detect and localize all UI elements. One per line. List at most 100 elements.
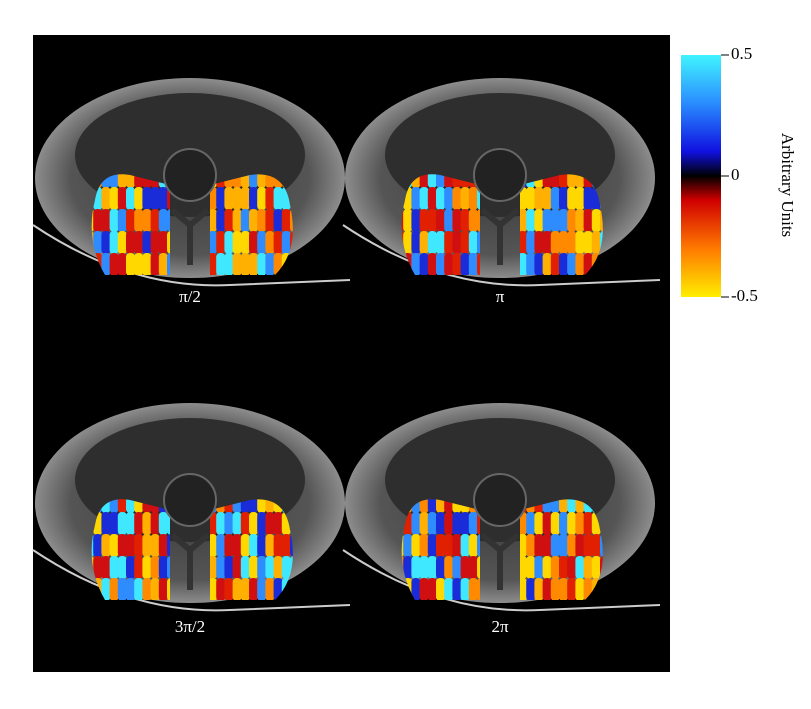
stripe [101, 187, 111, 210]
stripe [542, 578, 552, 600]
stripe [101, 512, 111, 535]
stripe [150, 578, 160, 600]
stripe [232, 556, 242, 579]
stripe [150, 556, 160, 579]
stripe [273, 534, 283, 557]
stripe [101, 253, 111, 275]
stripe [117, 187, 127, 210]
stripe [452, 578, 462, 600]
stripe [452, 187, 462, 210]
stripe [249, 174, 258, 188]
stripe [109, 209, 119, 232]
stripe [134, 209, 144, 232]
stripe [427, 499, 437, 513]
stripe [575, 231, 585, 254]
stripe [257, 512, 267, 535]
stripe [249, 534, 258, 557]
stripe [526, 231, 536, 254]
stripe [403, 556, 413, 579]
stripe [452, 253, 462, 275]
stripe [134, 578, 144, 600]
stripe [281, 534, 291, 557]
stripe [550, 556, 560, 579]
stripe [591, 209, 601, 232]
stripe [419, 209, 429, 232]
stripe [126, 187, 135, 210]
stripe [518, 253, 527, 275]
stripe [158, 231, 168, 254]
stripe [240, 556, 250, 579]
stripe [468, 578, 478, 600]
stripe [142, 231, 152, 254]
stripe [542, 534, 552, 557]
stripe [559, 187, 568, 210]
stripe [257, 209, 267, 232]
stripe [419, 556, 429, 579]
colorbar-tick-label: -0.5 [731, 286, 758, 305]
stripe [208, 209, 217, 232]
stripe [232, 534, 242, 557]
stripe [419, 578, 429, 600]
stripe [117, 174, 127, 188]
stripe [249, 209, 258, 232]
stripe [158, 556, 168, 579]
stripe [109, 556, 119, 579]
stripe [403, 534, 413, 557]
stripe [216, 253, 226, 275]
stripe [265, 187, 275, 210]
stripe [567, 578, 577, 600]
spinal-process [480, 532, 520, 590]
stripe [109, 534, 119, 557]
stripe [150, 512, 160, 535]
panel-label: 2π [491, 617, 509, 636]
stripe [526, 534, 536, 557]
stripe [117, 578, 127, 600]
stripe [583, 231, 593, 254]
stripe [419, 499, 429, 513]
stripe [534, 512, 544, 535]
stripe [134, 231, 144, 254]
stripe [419, 187, 429, 210]
stripe [550, 253, 560, 275]
stripe [257, 578, 267, 600]
stripe [142, 253, 152, 275]
stripe [109, 578, 119, 600]
stripe [452, 512, 462, 535]
stripe [559, 174, 568, 188]
stripe [460, 534, 470, 557]
stripe [273, 231, 283, 254]
stripe [468, 534, 478, 557]
stripe [249, 512, 258, 535]
stripe [444, 556, 454, 579]
stripe [265, 174, 275, 188]
stripe [534, 534, 544, 557]
colorbar-tick-label: 0 [731, 165, 740, 184]
stripe [518, 556, 527, 579]
stripe [208, 578, 217, 600]
stripe [550, 187, 560, 210]
vertebra [473, 148, 527, 202]
stripe [460, 231, 470, 254]
stripe [436, 231, 445, 254]
stripe [126, 578, 135, 600]
stripe [101, 534, 111, 557]
stripe [427, 174, 437, 188]
stripe [117, 231, 127, 254]
stripe [583, 187, 593, 210]
stripe [93, 231, 103, 254]
stripe [117, 512, 127, 535]
stripe [257, 499, 267, 513]
stripe [436, 512, 445, 535]
stripe [468, 512, 478, 535]
stripe [126, 231, 135, 254]
stripe [591, 534, 601, 557]
stripe [150, 253, 160, 275]
stripe [427, 231, 437, 254]
stripe [575, 534, 585, 557]
stripe [281, 209, 291, 232]
stripe [436, 499, 445, 513]
stripe [158, 534, 168, 557]
stripe [444, 578, 454, 600]
stripe [142, 556, 152, 579]
stripe [216, 556, 226, 579]
